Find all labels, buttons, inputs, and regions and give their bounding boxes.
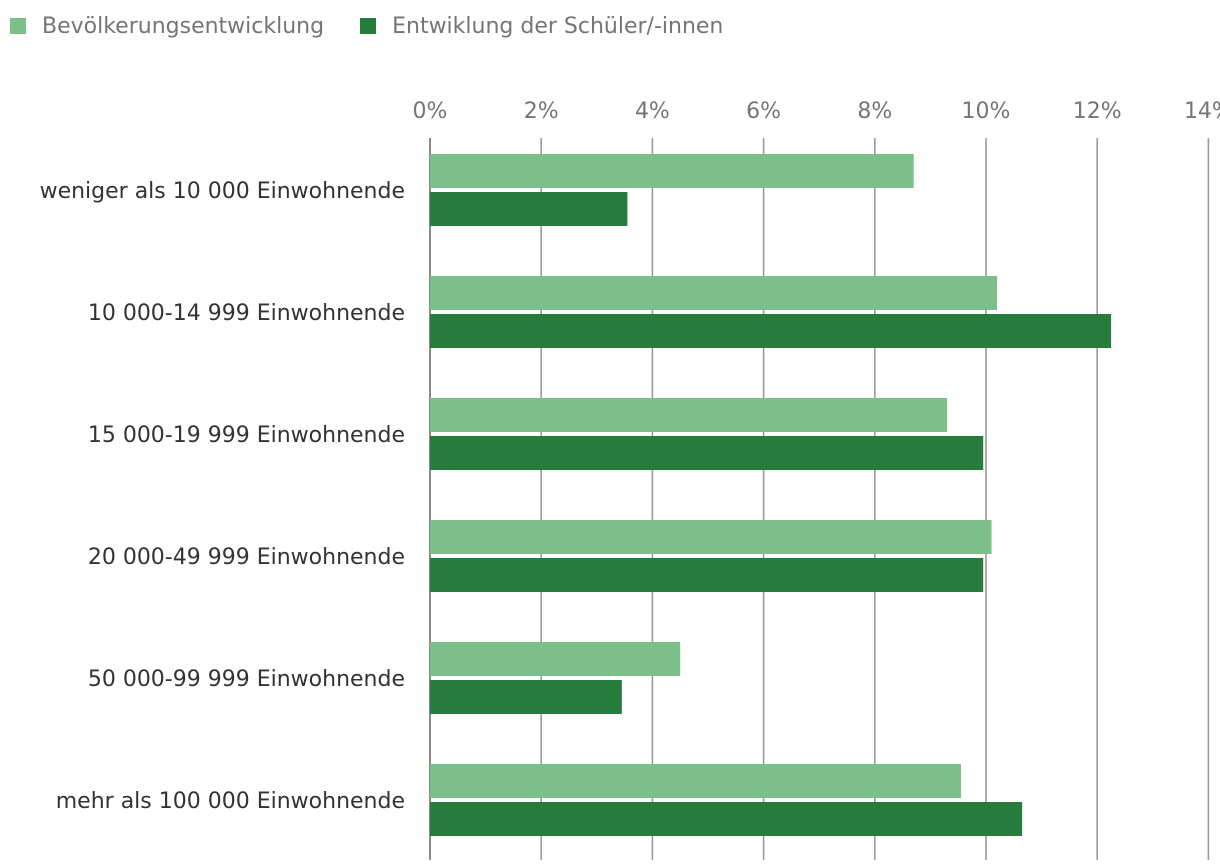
x-tick-label: 0% <box>413 99 448 124</box>
bar-students[interactable] <box>430 558 984 592</box>
category-label: 10 000-14 999 Einwohnende <box>88 301 405 326</box>
x-tick-label: 6% <box>746 99 781 124</box>
legend-item-population[interactable]: Bevölkerungsentwicklung <box>10 14 324 39</box>
bar-population[interactable] <box>430 520 992 554</box>
x-tick-label: 2% <box>524 99 559 124</box>
chart-legend: Bevölkerungsentwicklung Entwiklung der S… <box>10 10 723 42</box>
x-tick-label: 8% <box>857 99 892 124</box>
category-label: 15 000-19 999 Einwohnende <box>88 423 405 448</box>
legend-label-population: Bevölkerungsentwicklung <box>42 13 325 39</box>
bar-students[interactable] <box>430 680 622 714</box>
category-label: weniger als 10 000 Einwohnende <box>40 179 405 204</box>
x-tick-label: 4% <box>635 99 670 124</box>
legend-label-students: Entwiklung der Schüler/-innen <box>392 13 724 39</box>
category-label: 50 000-99 999 Einwohnende <box>88 667 405 692</box>
category-label: 20 000-49 999 Einwohnende <box>88 545 405 570</box>
bar-students[interactable] <box>430 314 1112 348</box>
bar-population[interactable] <box>430 276 998 310</box>
legend-swatch-students <box>360 18 377 34</box>
bar-population[interactable] <box>430 642 681 676</box>
bar-students[interactable] <box>430 192 628 226</box>
bar-population[interactable] <box>430 154 914 188</box>
bar-students[interactable] <box>430 436 984 470</box>
legend-item-students[interactable]: Entwiklung der Schüler/-innen <box>360 14 723 39</box>
x-tick-label: 12% <box>1073 99 1122 124</box>
bar-population[interactable] <box>430 764 961 798</box>
legend-swatch-population <box>10 18 26 34</box>
bar-population[interactable] <box>430 398 948 432</box>
bar-students[interactable] <box>430 802 1023 836</box>
category-label: mehr als 100 000 Einwohnende <box>56 789 405 814</box>
x-tick-label: 10% <box>962 99 1011 124</box>
x-tick-label: 14% <box>1184 99 1220 124</box>
